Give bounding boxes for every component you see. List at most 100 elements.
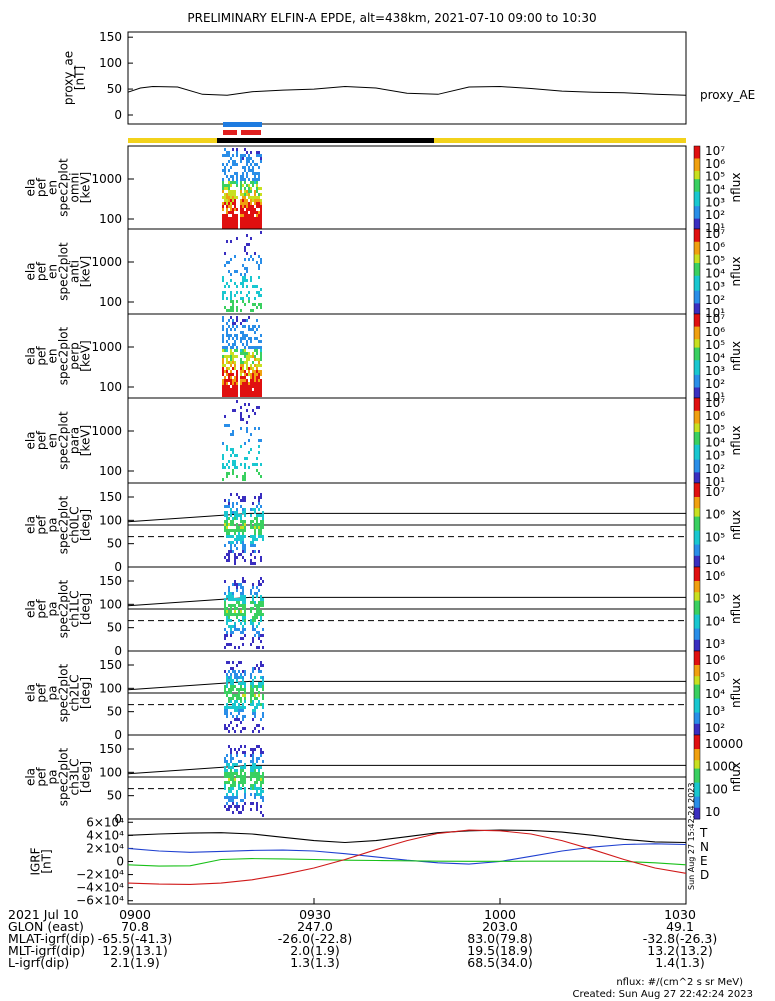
pitch-angle-cell <box>238 697 240 700</box>
pitch-angle-cell <box>250 610 252 613</box>
pitch-angle-cell <box>244 700 246 703</box>
pitch-angle-cell <box>256 790 258 793</box>
pitch-angle-cell <box>244 514 246 517</box>
spectrogram-cell <box>240 337 242 340</box>
spectrogram-cell <box>256 370 258 373</box>
pitch-angle-ytick: 50 <box>107 621 122 635</box>
colorbar-segment <box>694 358 700 361</box>
spectrogram-cell <box>240 361 242 364</box>
spectrogram-cell <box>248 243 250 246</box>
spectrogram-cell <box>260 261 262 264</box>
spectrogram-cell <box>228 205 230 208</box>
igrf-ytick: 4×10⁴ <box>86 828 124 842</box>
colorbar-segment <box>694 421 700 424</box>
pitch-angle-cell <box>234 718 236 721</box>
spectrogram-cell <box>236 154 238 157</box>
pitch-angle-cell <box>252 628 254 631</box>
spectrogram-cell <box>260 303 262 306</box>
spectrogram-cell <box>244 376 246 379</box>
spectrogram-cell <box>222 297 224 300</box>
colorbar-segment <box>694 480 700 484</box>
spectrogram-cell <box>236 300 238 303</box>
spectrogram-cell <box>246 202 248 205</box>
plot-title: PRELIMINARY ELFIN-A EPDE, alt=438km, 202… <box>187 11 596 25</box>
pitch-angle-cell <box>234 532 236 535</box>
pitch-angle-cell <box>252 718 254 721</box>
spectrogram-cell <box>258 394 260 397</box>
spectrogram-cell <box>248 193 250 196</box>
pitch-angle-cell <box>240 781 242 784</box>
pitch-angle-cell <box>254 532 256 535</box>
created-timestamp: Created: Sun Aug 27 22:42:24 2023 <box>572 989 753 1000</box>
colorbar-segment <box>694 715 700 719</box>
spectrogram-cell <box>252 172 254 175</box>
pitch-angle-cell <box>230 784 232 787</box>
pitch-angle-cell <box>250 544 252 547</box>
spectrogram-cell <box>254 297 256 300</box>
pitch-angle-cell <box>250 601 252 604</box>
spectrogram-cell <box>242 193 244 196</box>
spectrogram-cell <box>234 220 236 223</box>
pitch-angle-cell <box>226 769 228 772</box>
pitch-angle-cell <box>224 514 226 517</box>
pitch-angle-cell <box>224 529 226 532</box>
pitch-angle-cell <box>232 772 234 775</box>
panel-ylabel-line: spec2plot <box>57 411 71 470</box>
spectrogram-cell <box>256 319 258 322</box>
spectrogram-cell <box>236 391 238 394</box>
spectrogram-cell <box>236 223 238 226</box>
spectrogram-ytick: 100 <box>99 212 122 226</box>
spectrogram-cell <box>222 319 224 322</box>
pitch-angle-cell <box>252 730 254 733</box>
pitch-angle-cell <box>260 634 262 637</box>
pitch-angle-cell <box>262 634 264 637</box>
spectrogram-cell <box>258 187 260 190</box>
colorbar-segment <box>694 341 700 344</box>
colorbar-segment <box>694 345 700 349</box>
spectrogram-cell <box>228 217 230 220</box>
pitch-angle-cell <box>254 793 256 796</box>
spectrogram-cell <box>234 460 236 463</box>
pitch-angle-cell <box>232 694 234 697</box>
pitch-angle-cell <box>240 631 242 634</box>
pitch-angle-cell <box>232 625 234 628</box>
pitch-angle-cell <box>242 526 244 529</box>
spectrogram-cell <box>244 258 246 261</box>
pitch-angle-cell <box>256 610 258 613</box>
pitch-angle-cell <box>254 667 256 670</box>
pitch-angle-cell <box>254 604 256 607</box>
spectrogram-cell <box>240 208 242 211</box>
pitch-angle-cell <box>262 781 264 784</box>
colorbar-segment <box>694 656 700 660</box>
colorbar-tick: 10⁶ <box>705 653 725 667</box>
spectrogram-cell <box>254 175 256 178</box>
footer-row-value: -65.5(-41.3) <box>97 931 173 946</box>
pitch-angle-cell <box>238 691 240 694</box>
pitch-angle-cell <box>244 601 246 604</box>
pitch-angle-ytick: 0 <box>114 560 122 574</box>
spectrogram-cell <box>228 355 230 358</box>
spectrogram-cell <box>234 454 236 457</box>
pitch-angle-cell <box>258 604 260 607</box>
colorbar-segment <box>694 353 700 357</box>
pitch-angle-cell <box>228 766 230 769</box>
colorbar-segment <box>694 372 700 376</box>
pitch-angle-cell <box>244 523 246 526</box>
igrf-line-d <box>127 829 687 885</box>
pitch-angle-cell <box>250 508 252 511</box>
pitch-angle-cell <box>256 787 258 790</box>
spectrogram-cell <box>234 343 236 346</box>
pitch-angle-cell <box>258 508 260 511</box>
colorbar-segment <box>694 427 700 431</box>
pitch-angle-cell <box>234 559 236 562</box>
colorbar-segment <box>694 611 700 616</box>
pitch-angle-cell <box>260 535 262 538</box>
pitch-angle-cell <box>240 613 242 616</box>
spectrogram-cell <box>256 211 258 214</box>
colorbar-segment <box>694 381 700 384</box>
pitch-angle-cell <box>242 805 244 808</box>
pitch-angle-cell <box>250 643 252 646</box>
pitch-angle-cell <box>234 778 236 781</box>
spectrogram-cell <box>242 178 244 181</box>
pitch-angle-cell <box>240 661 242 664</box>
